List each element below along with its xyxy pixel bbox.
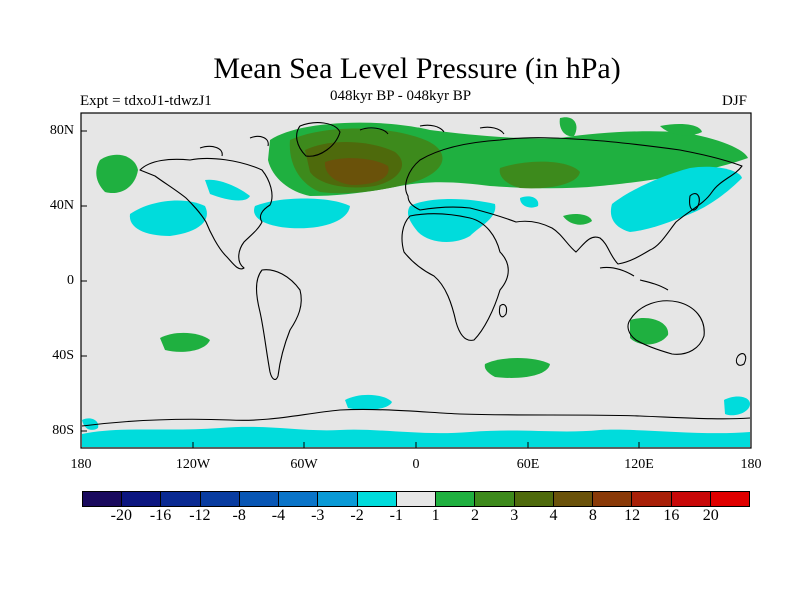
colorbar-label: -1 bbox=[389, 507, 403, 524]
eurasia-coast bbox=[405, 137, 743, 265]
madagascar-coast bbox=[498, 303, 508, 318]
tick-marks bbox=[81, 130, 640, 448]
colorbar-label: 12 bbox=[624, 507, 641, 524]
colorbar-swatch bbox=[710, 492, 749, 506]
y-tick-label: 40N bbox=[49, 198, 74, 213]
colorbar-swatch bbox=[357, 492, 397, 506]
green-central-asia bbox=[563, 213, 592, 225]
green-nw-pacific bbox=[96, 154, 138, 194]
colorbar-swatch bbox=[475, 492, 515, 506]
colorbar-swatch bbox=[593, 492, 633, 506]
experiment-label: Expt = tdxoJ1-tdwzJ1 bbox=[80, 93, 212, 109]
colorbar-label: 8 bbox=[588, 507, 597, 524]
colorbar-swatch bbox=[632, 492, 672, 506]
south-america-coast bbox=[255, 269, 302, 381]
anomaly-fields bbox=[82, 117, 750, 447]
colorbar-label: -20 bbox=[110, 507, 132, 524]
x-tick-label: 60W bbox=[290, 457, 318, 472]
colorbar-swatch bbox=[83, 492, 123, 506]
cyan-southern-ocean-e bbox=[724, 396, 750, 416]
colorbar-swatch bbox=[318, 492, 358, 506]
colorbar-label: -16 bbox=[149, 507, 172, 524]
colorbar-label: 1 bbox=[431, 507, 440, 524]
y-tick-label: 0 bbox=[67, 273, 74, 288]
y-tick-label: 40S bbox=[52, 348, 74, 363]
colorbar-label: -4 bbox=[271, 507, 286, 524]
colorbar-swatch bbox=[436, 492, 476, 506]
indonesia-coast bbox=[599, 266, 669, 291]
cyan-east-asia bbox=[610, 166, 742, 232]
colorbar-label: 3 bbox=[510, 507, 519, 524]
cyan-antarctic-band bbox=[82, 426, 750, 447]
green-arctic-cap bbox=[559, 117, 577, 137]
green-southern-indian bbox=[484, 358, 550, 378]
arctic-islands bbox=[199, 124, 505, 157]
australia-coast bbox=[627, 300, 705, 355]
colorbar-label: 20 bbox=[702, 507, 719, 524]
x-tick-label: 180 bbox=[70, 457, 92, 472]
colorbar-label: -8 bbox=[232, 507, 246, 524]
cyan-caspian bbox=[520, 196, 539, 208]
colorbar-swatch bbox=[553, 492, 594, 506]
x-tick-label: 180 bbox=[740, 457, 762, 472]
cyan-south-atlantic bbox=[345, 394, 392, 410]
colorbar-swatch bbox=[396, 492, 437, 506]
plot-title: Mean Sea Level Pressure (in hPa) bbox=[213, 52, 621, 85]
colorbar bbox=[82, 491, 750, 507]
colorbar-swatch bbox=[671, 492, 711, 506]
antarctica-coast bbox=[81, 408, 751, 427]
cyan-north-pacific bbox=[129, 200, 207, 236]
new-zealand-coast bbox=[735, 353, 747, 366]
y-tick-label: 80N bbox=[49, 123, 74, 138]
colorbar-label: -12 bbox=[189, 507, 211, 524]
cyan-north-america bbox=[205, 179, 250, 201]
x-tick-label: 60E bbox=[516, 457, 540, 472]
colorbar-label: 2 bbox=[470, 507, 479, 524]
cyan-north-atlantic bbox=[254, 198, 350, 229]
x-tick-label: 0 bbox=[412, 457, 420, 472]
colorbar-swatch bbox=[161, 492, 201, 506]
green-south-pacific bbox=[160, 332, 210, 352]
colorbar-label: 4 bbox=[549, 507, 558, 524]
period-label: 048kyr BP - 048kyr BP bbox=[330, 88, 472, 104]
coastlines bbox=[81, 122, 751, 427]
north-america-coast bbox=[139, 157, 273, 270]
colorbar-swatch bbox=[279, 492, 319, 506]
y-tick-label: 80S bbox=[52, 423, 74, 438]
colorbar-label: -2 bbox=[350, 507, 364, 524]
colorbar-label: -3 bbox=[311, 507, 325, 524]
japan-coast bbox=[689, 193, 700, 211]
colorbar-swatch bbox=[122, 492, 162, 506]
season-label: DJF bbox=[722, 93, 748, 109]
colorbar-swatch bbox=[200, 492, 240, 506]
colorbar-swatch bbox=[239, 492, 280, 506]
green-arctic-east bbox=[660, 124, 702, 136]
colorbar-label: 16 bbox=[663, 507, 680, 524]
x-tick-label: 120W bbox=[175, 457, 211, 472]
colorbar-swatch bbox=[514, 492, 554, 506]
olive-siberia bbox=[499, 161, 580, 189]
greenland-coast bbox=[296, 122, 341, 157]
cyan-mediterranean bbox=[407, 199, 496, 242]
x-tick-label: 120E bbox=[624, 457, 654, 472]
brown-core bbox=[324, 158, 389, 185]
cyan-antarctic-patch bbox=[82, 418, 99, 430]
africa-coast bbox=[401, 213, 509, 341]
green-south-australia bbox=[630, 317, 669, 345]
